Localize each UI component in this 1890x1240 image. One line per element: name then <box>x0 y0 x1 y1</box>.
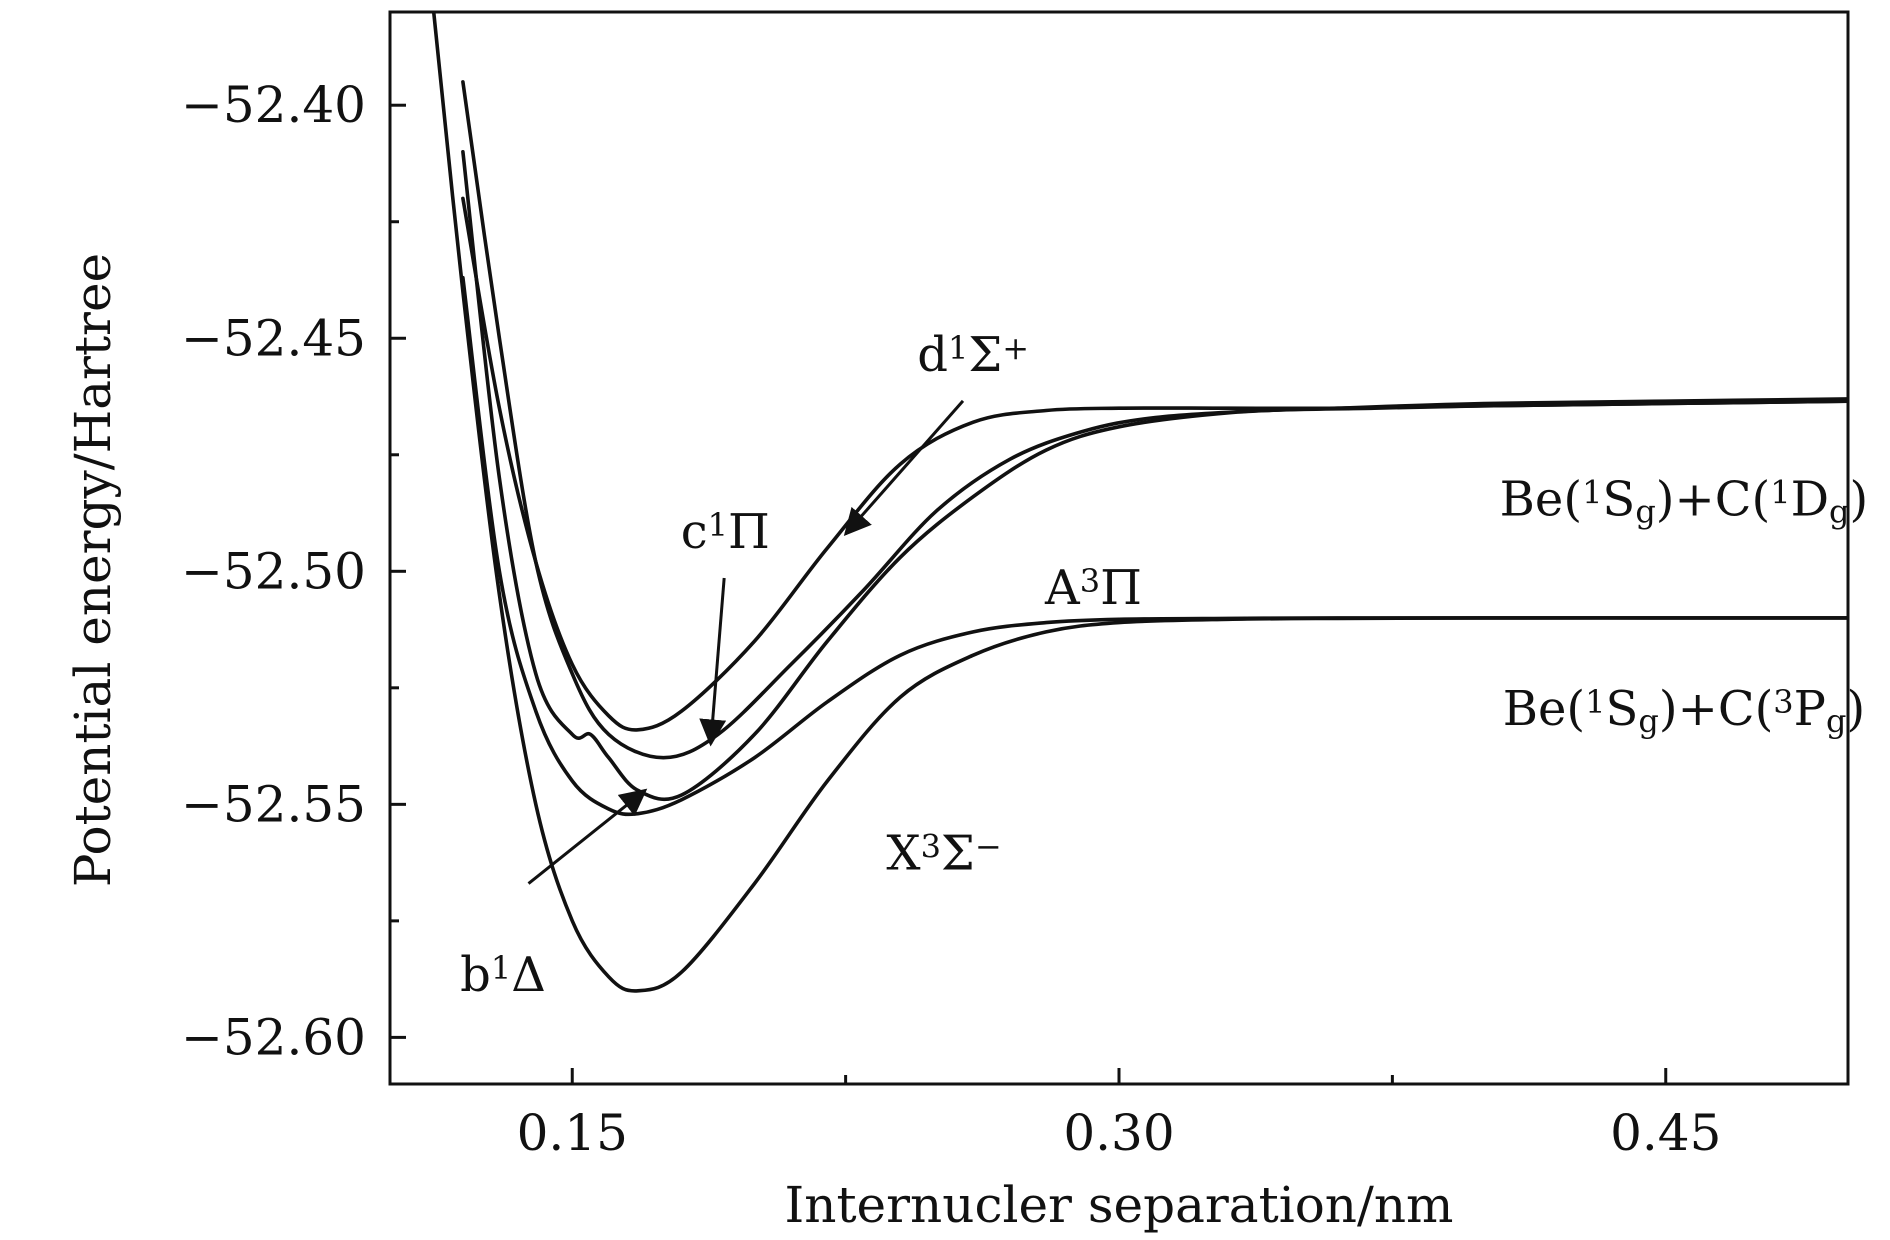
annotations-layer: d1Σ+ c1Π A3Π X3Σ− b1Δ Be(1Sg)+C(1Dg) Be(1Sg)+C… <box>460 327 1868 1003</box>
curves-layer <box>431 12 1848 993</box>
annotation-label-4: b1Δ <box>460 947 546 1003</box>
arrows-layer <box>527 399 965 885</box>
annotation-arrow-0 <box>843 399 965 537</box>
y-tick-label: −52.50 <box>181 542 366 600</box>
y-tick-label: −52.60 <box>181 1008 366 1066</box>
y-tick-label: −52.40 <box>181 76 366 134</box>
annotation-label-1: c1Π <box>681 504 770 560</box>
x-tick-label: 0.15 <box>517 1104 628 1162</box>
annotation-arrow-1 <box>699 577 727 747</box>
annotation-arrow-4 <box>527 788 648 885</box>
asymptote-label-1: Be(1Sg)+C(3Pg) <box>1503 681 1865 740</box>
asymptote-label-0: Be(1Sg)+C(1Dg) <box>1500 471 1869 530</box>
x-tick-label: 0.30 <box>1063 1104 1174 1162</box>
plot-frame <box>388 10 1850 1086</box>
series-line-4 <box>461 196 1848 732</box>
y-tick-label: −52.55 <box>181 775 366 833</box>
annotation-label-2: A3Π <box>1044 560 1142 616</box>
ticks-layer <box>390 103 1668 1084</box>
series-line-1 <box>461 275 1848 817</box>
annotation-label-3: X3Σ− <box>886 826 1001 882</box>
y-tick-label: −52.45 <box>181 309 366 367</box>
x-tick-label: 0.45 <box>1610 1104 1721 1162</box>
y-axis-title: Potential energy/Hartree <box>64 253 122 887</box>
labels-layer: 0.15 0.30 0.45 −52.40 −52.45 −52.50 −52.55 −52.… <box>181 76 1721 1162</box>
x-axis-title: Internucler separation/nm <box>785 1176 1454 1234</box>
annotation-label-0: d1Σ+ <box>917 327 1029 383</box>
